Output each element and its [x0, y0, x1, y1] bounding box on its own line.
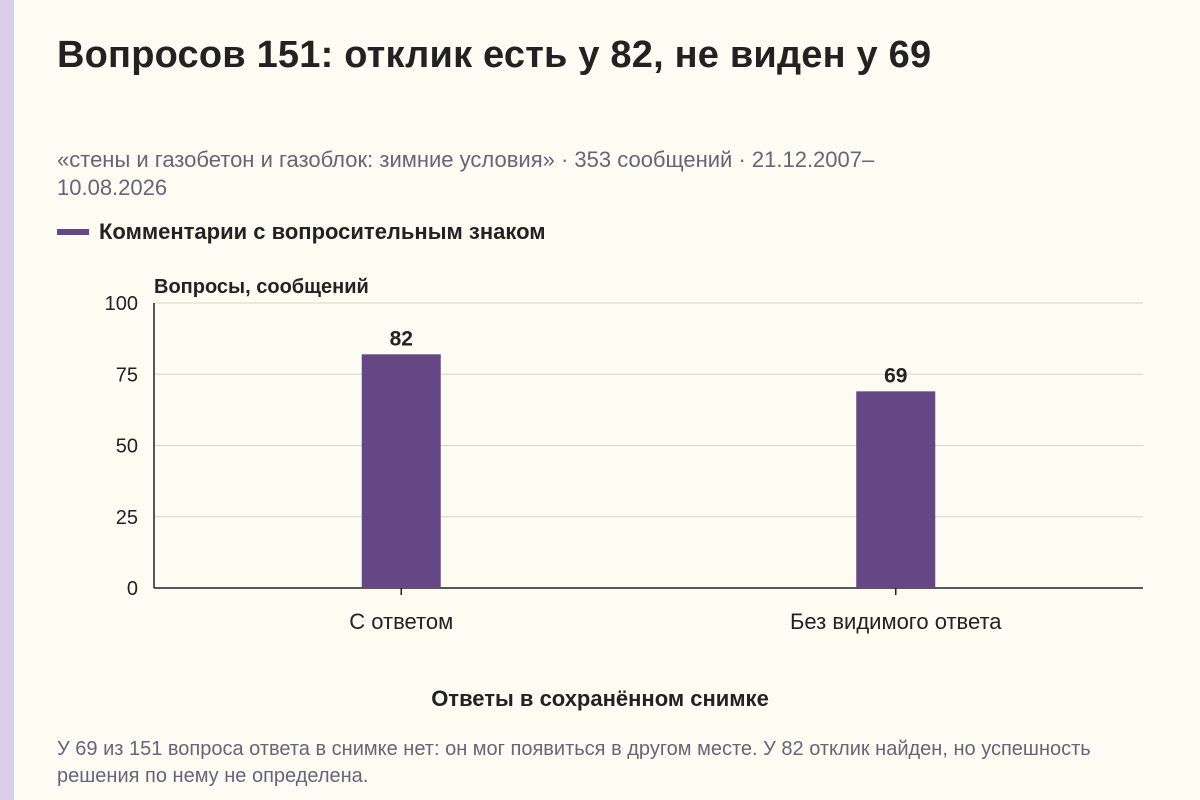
bar — [361, 354, 441, 588]
legend-label: Комментарии с вопросительным знаком — [99, 219, 546, 244]
footnote: У 69 из 151 вопроса ответа в снимке нет:… — [57, 738, 1091, 787]
x-tick-label: Без видимого ответа — [790, 609, 1002, 634]
y-tick-label: 100 — [105, 293, 138, 315]
legend-swatch — [57, 229, 89, 235]
legend: Комментарии с вопросительным знаком — [57, 218, 546, 246]
chart-title: Вопросов 151: отклик есть у 82, не виден… — [57, 34, 932, 76]
bar — [856, 391, 936, 588]
chart-subtitle: «стены и газобетон и газоблок: зимние ус… — [57, 147, 875, 200]
y-tick-label: 75 — [116, 364, 138, 386]
y-tick-label: 0 — [127, 578, 138, 600]
data-label: 82 — [390, 327, 413, 350]
y-tick-label: 50 — [116, 436, 138, 458]
data-label: 69 — [884, 364, 907, 387]
x-tick-label: С ответом — [349, 609, 453, 634]
accent-stripe — [0, 0, 14, 800]
y-tick-label: 25 — [116, 507, 138, 529]
y-axis-title: Вопросы, сообщений — [154, 276, 369, 298]
x-axis-title: Ответы в сохранённом снимке — [431, 686, 769, 711]
